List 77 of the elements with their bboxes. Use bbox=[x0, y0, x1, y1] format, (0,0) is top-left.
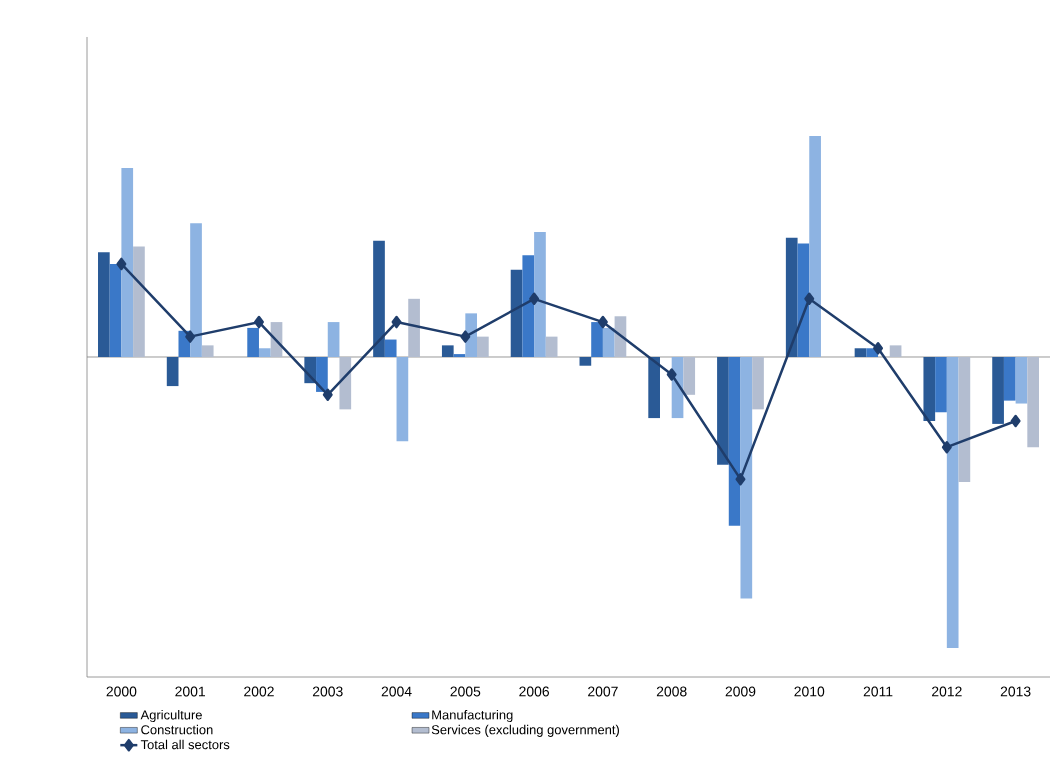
bar bbox=[534, 231, 546, 357]
bar bbox=[247, 327, 259, 357]
bar bbox=[109, 263, 122, 357]
bar bbox=[510, 269, 523, 357]
x-tick-label: 2013 bbox=[1000, 686, 1031, 697]
bar bbox=[958, 357, 971, 483]
point bbox=[941, 440, 952, 454]
point bbox=[253, 315, 264, 329]
bar bbox=[785, 237, 798, 357]
bar bbox=[889, 345, 902, 357]
bar bbox=[316, 357, 328, 392]
bar bbox=[373, 240, 385, 357]
bar bbox=[854, 348, 867, 357]
point bbox=[666, 368, 677, 381]
bar bbox=[339, 357, 352, 410]
point bbox=[735, 472, 746, 486]
bar bbox=[201, 345, 214, 357]
bar bbox=[579, 357, 592, 366]
bar bbox=[935, 357, 947, 413]
x-tick-label: 2012 bbox=[932, 686, 962, 697]
legend-label: Agriculture bbox=[140, 709, 202, 723]
point bbox=[529, 292, 540, 306]
x-tick-label: 2002 bbox=[244, 686, 274, 697]
legend-label: Services (excluding government) bbox=[431, 724, 619, 737]
point bbox=[804, 292, 815, 306]
x-tick-label: 2003 bbox=[312, 686, 343, 697]
bar bbox=[1003, 357, 1016, 401]
bar bbox=[477, 336, 489, 357]
bar bbox=[809, 135, 821, 357]
bar bbox=[717, 357, 729, 465]
x-tick-label: 2007 bbox=[588, 686, 618, 697]
bar bbox=[728, 357, 741, 526]
bar bbox=[740, 357, 753, 599]
bar bbox=[396, 357, 409, 442]
point bbox=[597, 315, 608, 329]
legend-label: Total all sectors bbox=[140, 739, 230, 750]
x-tick-label: 2005 bbox=[450, 686, 481, 697]
bar bbox=[522, 255, 535, 357]
bar bbox=[923, 357, 936, 421]
x-tick-label: 2010 bbox=[794, 686, 825, 697]
bar bbox=[258, 348, 271, 357]
bar bbox=[1027, 357, 1040, 448]
x-tick-label: 2001 bbox=[175, 686, 206, 697]
point bbox=[460, 330, 471, 343]
x-tick-label: 2006 bbox=[519, 686, 549, 697]
x-tick-label: 2004 bbox=[381, 686, 412, 697]
x-tick-label: 2009 bbox=[725, 686, 756, 697]
bar bbox=[683, 357, 696, 395]
x-tick-label: 2008 bbox=[656, 686, 687, 697]
x-tick-label: 2011 bbox=[863, 686, 893, 697]
legend-label: Manufacturing bbox=[432, 709, 513, 723]
bar bbox=[133, 246, 145, 357]
bar bbox=[545, 336, 558, 357]
bar bbox=[992, 357, 1004, 424]
bar bbox=[190, 223, 202, 357]
x-tick-label: 2000 bbox=[106, 686, 137, 697]
bar bbox=[752, 357, 764, 410]
bar bbox=[408, 298, 420, 357]
bar bbox=[327, 322, 340, 357]
bar bbox=[602, 327, 615, 357]
bar bbox=[384, 339, 397, 357]
bar bbox=[1015, 357, 1028, 404]
point bbox=[116, 257, 127, 271]
point bbox=[185, 330, 196, 343]
bar bbox=[946, 357, 959, 648]
point bbox=[391, 315, 402, 329]
point bbox=[322, 388, 333, 402]
bar bbox=[121, 167, 134, 357]
bar bbox=[591, 322, 603, 357]
point bbox=[873, 342, 884, 355]
bar bbox=[453, 354, 466, 357]
legend-label: Construction bbox=[141, 724, 213, 735]
point bbox=[1010, 414, 1021, 428]
bar bbox=[98, 252, 110, 357]
bar bbox=[166, 357, 179, 387]
bar bbox=[441, 345, 454, 357]
bar bbox=[648, 357, 660, 419]
